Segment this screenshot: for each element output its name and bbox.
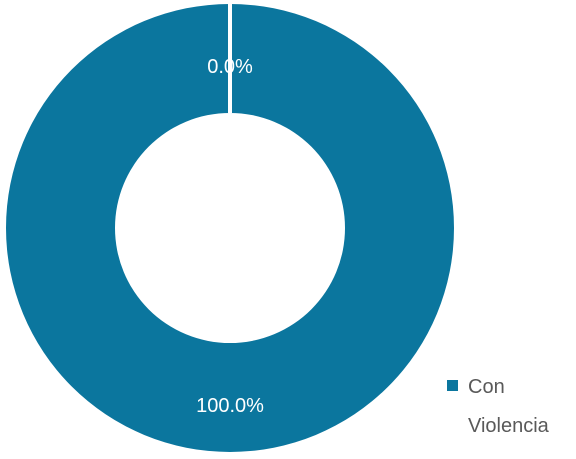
data-label-con-violencia: 100.0%: [196, 395, 264, 417]
legend-label-con-violencia-line1: Con: [468, 376, 505, 398]
legend: Con Violencia: [447, 376, 550, 437]
data-label-sin-violencia: 0.0%: [207, 56, 253, 78]
legend-label-con-violencia-line2: Violencia: [468, 415, 550, 437]
donut-slice-con-violencia: [6, 4, 454, 452]
donut-slices: [6, 4, 454, 452]
legend-swatch-con-violencia: [447, 380, 458, 391]
